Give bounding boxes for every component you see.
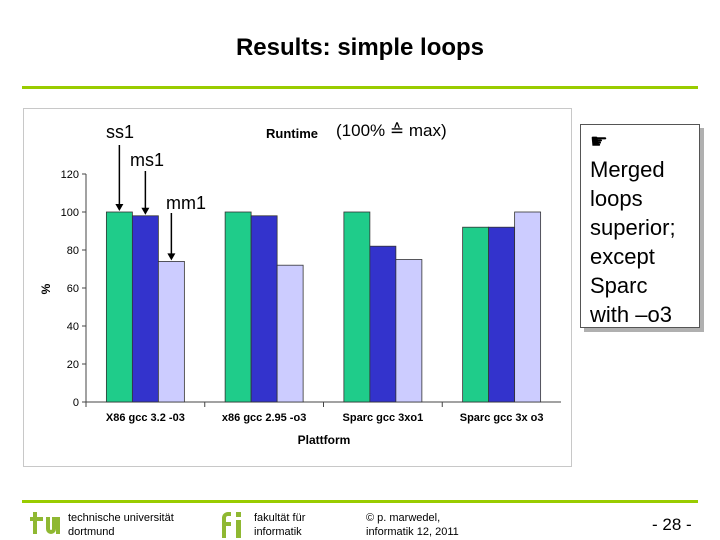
runtime-chart: 0 20 40 60 80 100 120 X86 gcc 3.2 -03 x86 gcc 2.… [39, 121, 561, 447]
faculty-line-2: informatik [254, 526, 302, 538]
top-divider [22, 86, 698, 89]
bar-mm1 [276, 264, 304, 403]
university-line-1: technische universität [68, 512, 174, 524]
annotation-ss1: ss1 [106, 122, 134, 142]
y-tick-label: 40 [67, 321, 79, 333]
bottom-divider [22, 500, 698, 503]
chart-panel: 0 20 40 60 80 100 120 X86 gcc 3.2 -03 x86 gcc 2.… [23, 108, 572, 467]
y-tick-label: 80 [67, 245, 79, 257]
callout-line: loops [590, 186, 643, 211]
university-line-2: dortmund [68, 526, 115, 538]
annotation-mm1: mm1 [166, 193, 206, 213]
faculty-line-1: fakultät für [254, 512, 306, 524]
conclusion-callout: ☛ Merged loops superior; except Sparc wi… [580, 124, 700, 328]
y-tick-label: 100 [61, 207, 79, 219]
callout-line: Sparc [590, 273, 648, 298]
x-axis-label: Plattform [298, 433, 351, 447]
callout-line: Merged [590, 157, 665, 182]
page-number: - 28 - [652, 515, 692, 534]
tu-dortmund-logo [30, 512, 60, 534]
callout-line: superior; [590, 215, 676, 240]
callout-line: except [590, 244, 655, 269]
bar-ms1 [131, 215, 159, 403]
y-tick-label: 60 [67, 283, 79, 295]
pointer-arrow-head [141, 207, 150, 215]
pointing-hand-icon: ☛ [590, 131, 608, 153]
x-tick-label: Sparc gcc 3xo1 [343, 412, 424, 424]
y-axis-label: % [39, 283, 53, 294]
x-tick-label: X86 gcc 3.2 -03 [106, 412, 185, 424]
pointer-arrow-head [115, 204, 124, 211]
fi-faculty-logo [222, 512, 241, 538]
chart-title: Runtime [266, 126, 318, 141]
pointer-arrow-head [167, 253, 176, 261]
bar-ms1 [250, 215, 278, 403]
author-line-2: informatik 12, 2011 [366, 526, 459, 538]
slide-title: Results: simple loops [235, 34, 485, 61]
bar-ss1 [462, 226, 490, 403]
x-tick-label: x86 gcc 2.95 -o3 [222, 412, 306, 424]
author-credit: © p. marwedel, informatik 12, 2011 [366, 511, 459, 539]
bar-ms1 [488, 226, 516, 403]
bar-mm1 [514, 211, 542, 403]
callout-line: with –o3 [590, 302, 672, 327]
bar-ms1 [369, 245, 397, 403]
author-line-1: © p. marwedel, [366, 512, 441, 524]
y-tick-label: 0 [73, 397, 79, 409]
chart-subtitle: (100% ≙ max) [336, 121, 447, 140]
bar-ss1 [224, 211, 252, 403]
y-tick-label: 20 [67, 359, 79, 371]
bar-mm1 [157, 260, 185, 403]
bar-ss1 [105, 211, 133, 403]
university-name: technische universität dortmund [68, 511, 174, 539]
faculty-name: fakultät für informatik [254, 511, 305, 539]
bar-mm1 [395, 259, 423, 403]
annotation-ms1: ms1 [130, 150, 164, 170]
y-tick-label: 120 [61, 169, 79, 181]
x-tick-label: Sparc gcc 3x o3 [460, 412, 544, 424]
bar-ss1 [343, 211, 371, 403]
